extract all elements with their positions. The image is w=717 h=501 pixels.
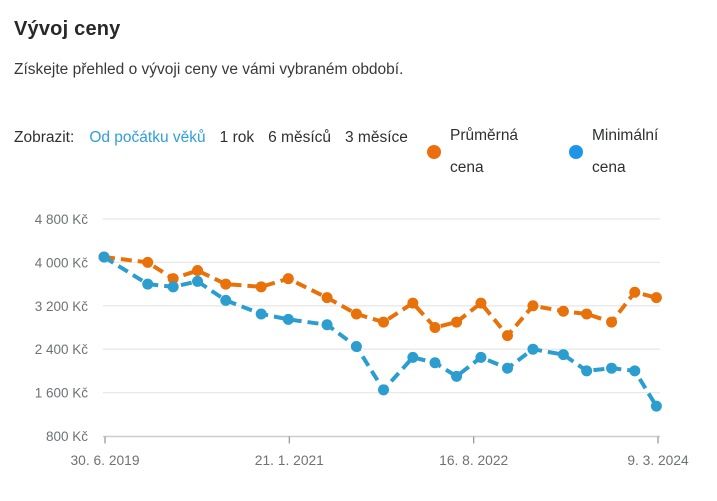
data-point-minimum-10[interactable] xyxy=(407,351,419,363)
data-point-average-4[interactable] xyxy=(220,278,232,290)
data-point-minimum-5[interactable] xyxy=(255,308,267,320)
data-point-average-13[interactable] xyxy=(475,297,487,309)
data-point-average-2[interactable] xyxy=(167,273,179,285)
data-point-minimum-15[interactable] xyxy=(527,343,539,355)
price-history-chart[interactable]: 4 800 Kč 4 000 Kč 3 200 Kč 2 400 Kč 1 600 Kč… xyxy=(0,195,717,495)
data-point-minimum-6[interactable] xyxy=(282,313,294,325)
y-axis-label-4800: 4 800 Kč xyxy=(35,212,89,227)
y-axis-label-2400: 2 400 Kč xyxy=(35,342,89,357)
y-axis-label-1600: 1 600 Kč xyxy=(35,386,89,401)
period-option-0[interactable]: Od počátku věků xyxy=(89,129,206,146)
data-point-minimum-20[interactable] xyxy=(650,400,662,412)
data-point-average-15[interactable] xyxy=(527,300,539,312)
data-point-minimum-19[interactable] xyxy=(629,365,641,377)
period-filter: Zobrazit: Od počátku věků 1 rok 6 měsíců 3 m… xyxy=(14,120,414,155)
data-point-average-16[interactable] xyxy=(557,305,569,317)
data-point-average-6[interactable] xyxy=(282,273,294,285)
data-point-average-1[interactable] xyxy=(142,256,154,268)
legend-label-average: Průměrná cena xyxy=(450,127,519,176)
data-point-average-8[interactable] xyxy=(350,308,362,320)
period-filter-label: Zobrazit: xyxy=(14,129,75,146)
data-point-minimum-7[interactable] xyxy=(321,319,333,331)
data-point-average-18[interactable] xyxy=(606,316,618,328)
data-point-minimum-17[interactable] xyxy=(581,365,593,377)
chart-legend: Průměrná cena Minimální cena xyxy=(427,120,674,184)
data-point-minimum-12[interactable] xyxy=(451,370,463,382)
data-point-average-7[interactable] xyxy=(321,292,333,304)
minimum-price-dot-icon xyxy=(569,145,583,159)
legend-label-minimum: Minimální cena xyxy=(592,127,659,176)
period-option-2[interactable]: 6 měsíců xyxy=(268,129,331,146)
average-price-dot-icon xyxy=(427,145,441,159)
y-axis-label-3200: 3 200 Kč xyxy=(35,299,89,314)
data-point-minimum-16[interactable] xyxy=(557,349,569,361)
data-point-minimum-8[interactable] xyxy=(350,340,362,352)
page-title: Vývoj ceny xyxy=(14,18,121,40)
data-point-minimum-1[interactable] xyxy=(142,278,154,290)
price-chart-svg[interactable]: 4 800 Kč 4 000 Kč 3 200 Kč 2 400 Kč 1 600 Kč… xyxy=(0,195,717,495)
y-axis-label-4000: 4 000 Kč xyxy=(35,255,89,270)
data-point-minimum-4[interactable] xyxy=(220,294,232,306)
y-axis-label-800: 800 Kč xyxy=(46,429,88,444)
data-point-average-17[interactable] xyxy=(581,308,593,320)
period-option-3[interactable]: 3 měsíce xyxy=(345,129,408,146)
data-point-minimum-0[interactable] xyxy=(98,251,110,263)
data-point-average-11[interactable] xyxy=(429,322,441,333)
data-point-average-9[interactable] xyxy=(378,316,390,328)
data-point-minimum-3[interactable] xyxy=(192,275,204,287)
data-point-average-12[interactable] xyxy=(451,316,463,328)
x-axis-label-3: 9. 3. 2024 xyxy=(627,453,689,468)
legend-item-minimum-price: Minimální cena xyxy=(569,120,674,184)
data-point-average-20[interactable] xyxy=(650,292,662,304)
x-axis-label-2: 16. 8. 2022 xyxy=(439,453,508,468)
legend-item-average-price: Průměrná cena xyxy=(427,120,532,184)
series-line-average xyxy=(103,254,657,339)
data-point-minimum-13[interactable] xyxy=(475,351,487,363)
data-point-minimum-11[interactable] xyxy=(429,357,441,369)
x-axis-label-0: 30. 6. 2019 xyxy=(70,453,139,468)
data-point-average-19[interactable] xyxy=(629,286,641,298)
period-option-1[interactable]: 1 rok xyxy=(219,129,255,146)
data-point-minimum-14[interactable] xyxy=(502,362,514,374)
data-point-minimum-18[interactable] xyxy=(606,362,618,374)
data-point-minimum-2[interactable] xyxy=(167,281,179,293)
series-line-minimum xyxy=(102,255,659,408)
data-point-average-3[interactable] xyxy=(192,265,204,277)
data-point-average-14[interactable] xyxy=(502,330,514,342)
data-point-average-10[interactable] xyxy=(407,297,419,309)
data-point-average-5[interactable] xyxy=(255,281,267,293)
data-point-minimum-9[interactable] xyxy=(378,384,390,396)
x-axis-label-1: 21. 1. 2021 xyxy=(255,453,324,468)
period-options: Od počátku věků 1 rok 6 měsíců 3 měsíce xyxy=(89,129,422,146)
page-subtitle: Získejte přehled o vývoji ceny ve vámi v… xyxy=(14,61,404,78)
